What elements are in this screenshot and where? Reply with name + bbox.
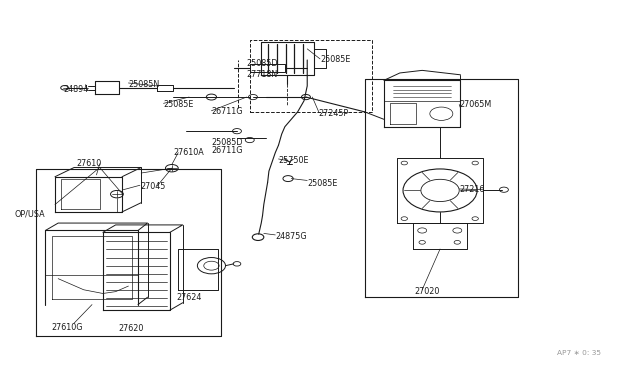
Text: 27020: 27020 bbox=[415, 287, 440, 296]
Text: 24875G: 24875G bbox=[275, 232, 307, 241]
Text: AP7 ∗ 0: 35: AP7 ∗ 0: 35 bbox=[557, 350, 601, 356]
Text: 27610: 27610 bbox=[76, 159, 101, 168]
Text: 27245P: 27245P bbox=[319, 109, 349, 118]
Text: 24894: 24894 bbox=[63, 85, 88, 94]
Text: 25750E: 25750E bbox=[278, 155, 309, 164]
Text: 25085D: 25085D bbox=[211, 138, 243, 147]
Text: OP/USA: OP/USA bbox=[15, 209, 45, 218]
Text: 26711G: 26711G bbox=[211, 146, 243, 155]
Text: 27718N: 27718N bbox=[246, 70, 278, 79]
Text: 27610G: 27610G bbox=[52, 323, 83, 332]
Text: 27620: 27620 bbox=[119, 324, 144, 333]
Text: 25085E: 25085E bbox=[164, 100, 194, 109]
Text: 27624: 27624 bbox=[176, 293, 202, 302]
Text: 25085D: 25085D bbox=[246, 59, 278, 68]
Text: 27065M: 27065M bbox=[460, 100, 492, 109]
Text: 26711G: 26711G bbox=[211, 108, 243, 116]
Text: 25085N: 25085N bbox=[129, 80, 159, 89]
Text: 25085E: 25085E bbox=[320, 55, 350, 64]
Text: 27045: 27045 bbox=[140, 182, 165, 190]
Text: 27216: 27216 bbox=[460, 185, 484, 194]
Text: 25085E: 25085E bbox=[307, 179, 338, 187]
Text: 27610A: 27610A bbox=[173, 148, 204, 157]
